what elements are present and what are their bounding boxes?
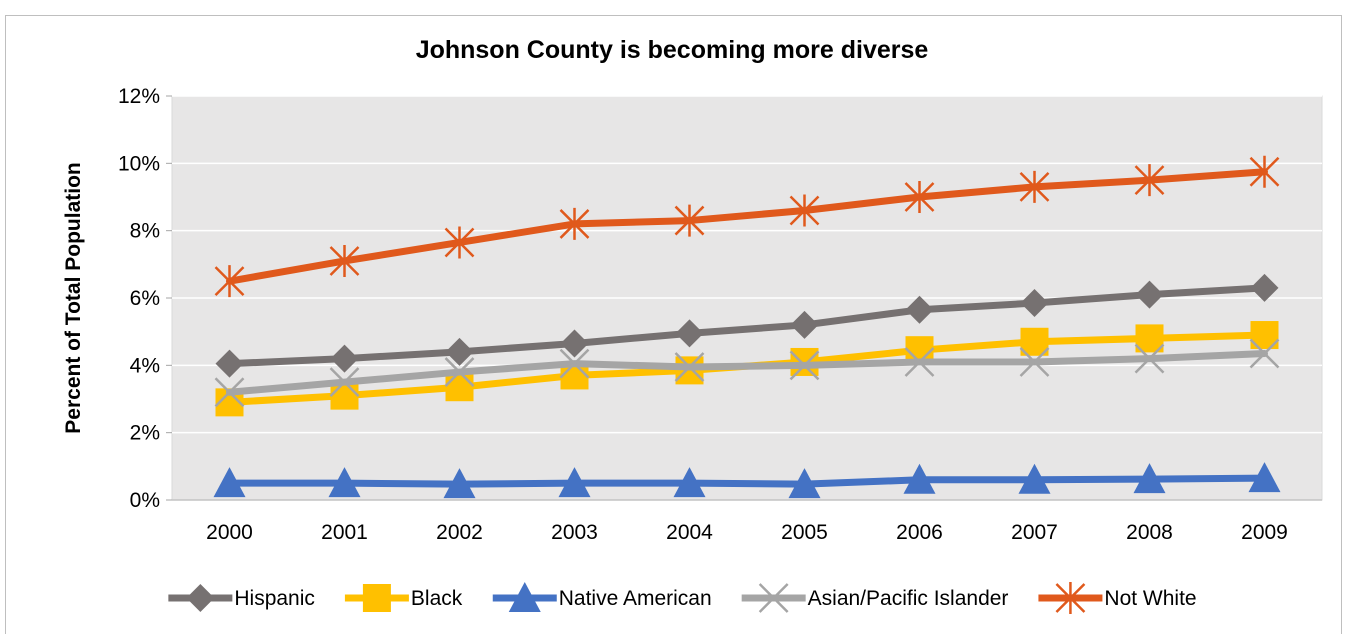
legend-marker (758, 583, 789, 613)
data-point-native-american (213, 467, 246, 498)
y-tick-label: 12% (118, 85, 160, 108)
data-point-native-american (443, 468, 476, 499)
data-point-not-white (904, 181, 935, 213)
legend-item-hispanic: Hispanic (168, 584, 315, 612)
series-hispanic (215, 273, 1279, 378)
legend-item-asian-pacific-islander: Asian/Pacific Islander (741, 583, 1009, 613)
data-point-not-white (674, 204, 705, 237)
y-tick-label: 8% (130, 220, 160, 243)
y-tick-label: 10% (118, 152, 160, 175)
data-point-black (445, 373, 474, 402)
series-line-native-american (226, 474, 1268, 488)
legend-item-not-white: Not White (1038, 582, 1197, 614)
series-asian-pacific-islander (214, 338, 1280, 408)
data-point-native-american (1133, 463, 1166, 494)
series-native-american (213, 462, 1281, 499)
legend-marker (362, 584, 391, 612)
y-tick-label: 0% (130, 489, 160, 512)
legend-marker (1055, 582, 1086, 614)
data-point-asian-pacific-islander (674, 352, 705, 382)
data-point-hispanic (1135, 280, 1164, 309)
legend: Hispanic Black Native American Asian/Pacifi… (168, 582, 1197, 614)
x-tick-label: 2002 (436, 521, 483, 544)
x-tick-label: 2009 (1241, 521, 1288, 544)
x-tick-label: 2006 (896, 521, 943, 544)
data-point-hispanic (560, 329, 589, 358)
y-tick-label: 6% (130, 287, 160, 310)
series-line-not-white (226, 168, 1268, 285)
data-point-asian-pacific-islander (329, 367, 360, 398)
data-point-native-american (788, 468, 821, 499)
y-tick-label: 4% (130, 354, 160, 377)
data-point-hispanic (790, 310, 819, 339)
data-point-native-american (328, 467, 361, 498)
x-tick-label: 2004 (666, 521, 713, 544)
data-point-native-american (558, 467, 591, 498)
x-tick-label: 2005 (781, 521, 828, 544)
data-point-not-white (1019, 170, 1050, 203)
data-point-asian-pacific-islander (444, 357, 475, 387)
data-point-hispanic (215, 349, 244, 378)
legend-label: Black (411, 587, 463, 610)
data-point-hispanic (905, 295, 934, 324)
series-line-hispanic (226, 284, 1268, 368)
legend-label: Not White (1104, 587, 1196, 610)
y-tick-label: 2% (130, 422, 160, 445)
data-point-not-white (444, 226, 475, 259)
data-point-hispanic (1020, 289, 1049, 318)
x-tick-label: 2003 (551, 521, 598, 544)
x-tick-label: 2007 (1011, 521, 1058, 544)
data-point-hispanic (1250, 273, 1279, 302)
chart-title: Johnson County is becoming more diverse (416, 36, 929, 64)
legend-label: Native American (559, 587, 712, 610)
y-axis-ticks: 0% 2% 4% 6% 8% 10% 12% (118, 85, 160, 512)
data-point-hispanic (330, 344, 359, 373)
data-point-native-american (1018, 463, 1051, 494)
data-point-not-white (1249, 155, 1280, 188)
legend-item-native-american: Native American (492, 582, 712, 612)
legend-label: Asian/Pacific Islander (808, 587, 1009, 610)
data-point-asian-pacific-islander (1019, 347, 1050, 377)
legend-item-black: Black (344, 584, 463, 612)
series-not-white (214, 155, 1280, 298)
legend-marker (508, 582, 541, 612)
data-point-not-white (789, 194, 820, 227)
x-axis-ticks: 2000 2001 2002 2003 2004 2005 2006 2007 2008 2009 (206, 521, 1288, 544)
data-point-not-white (214, 265, 245, 298)
series-line-asian-pacific-islander (226, 350, 1268, 396)
legend-label: Hispanic (234, 587, 315, 610)
data-point-asian-pacific-islander (214, 377, 245, 408)
data-point-hispanic (445, 337, 474, 366)
data-point-not-white (1134, 164, 1165, 197)
legend-marker (186, 584, 215, 612)
data-point-not-white (329, 244, 360, 277)
x-tick-label: 2008 (1126, 521, 1173, 544)
y-axis-label: Percent of Total Population (62, 162, 85, 433)
data-point-asian-pacific-islander (904, 347, 935, 377)
data-point-asian-pacific-islander (1249, 338, 1280, 369)
data-point-asian-pacific-islander (1134, 343, 1165, 374)
data-point-asian-pacific-islander (789, 350, 820, 381)
data-point-hispanic (675, 319, 704, 348)
series-layer (213, 155, 1281, 499)
data-point-native-american (903, 463, 936, 494)
data-point-asian-pacific-islander (559, 348, 590, 379)
data-point-native-american (673, 467, 706, 498)
x-tick-label: 2000 (206, 521, 253, 544)
series-black (215, 321, 1279, 417)
data-point-native-american (1248, 462, 1281, 493)
x-tick-label: 2001 (321, 521, 368, 544)
data-point-not-white (559, 207, 590, 240)
